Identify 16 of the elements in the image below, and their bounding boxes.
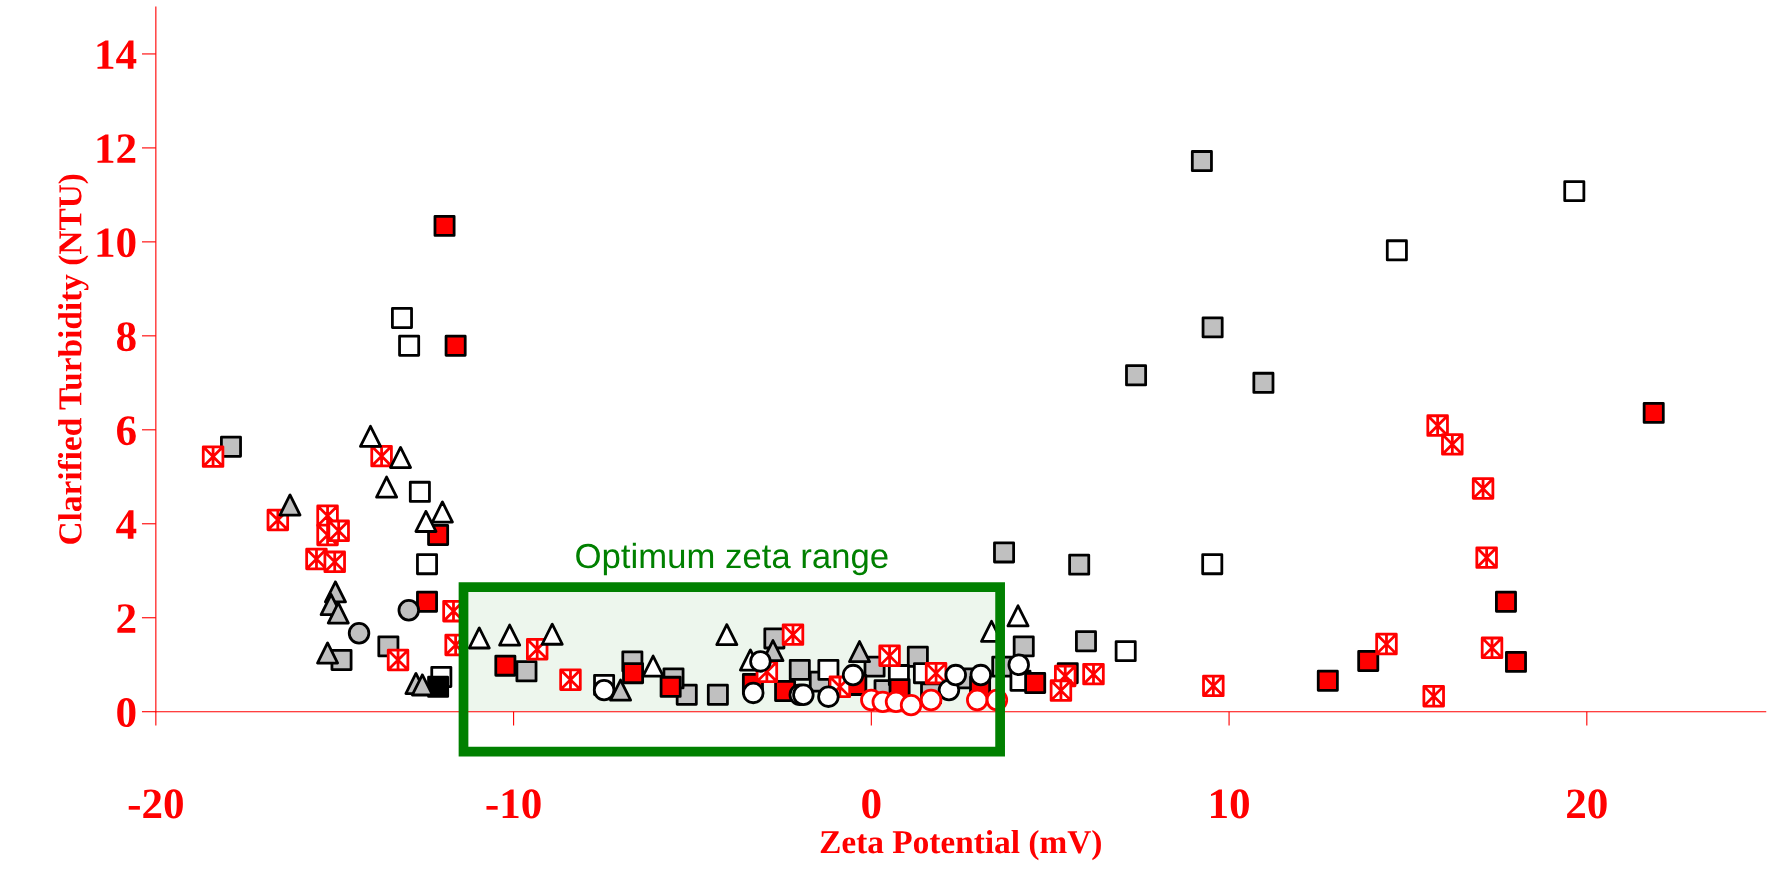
x-tick-label: 0 (862, 789, 881, 819)
y-tick-label: 8 (117, 322, 136, 352)
x-tick-label: -20 (128, 789, 183, 819)
y-tick-label: 0 (117, 698, 136, 728)
y-tick-label: 14 (97, 40, 137, 69)
y-tick-label: 12 (97, 134, 136, 163)
x-tick-label: 20 (1567, 789, 1607, 819)
y-tick-label: 4 (116, 510, 137, 539)
y-axis-title: Clarified Turbidity (NTU) (57, 174, 89, 544)
y-tick-label: 2 (117, 604, 136, 633)
band-label: Optimum zeta range (576, 542, 888, 576)
y-tick-label: 10 (97, 228, 136, 258)
x-axis-title: Zeta Potential (mV) (820, 829, 1101, 861)
y-tick-label: 6 (117, 416, 136, 446)
x-tick-label: 10 (1211, 789, 1249, 819)
x-tick-label: -10 (486, 789, 541, 819)
